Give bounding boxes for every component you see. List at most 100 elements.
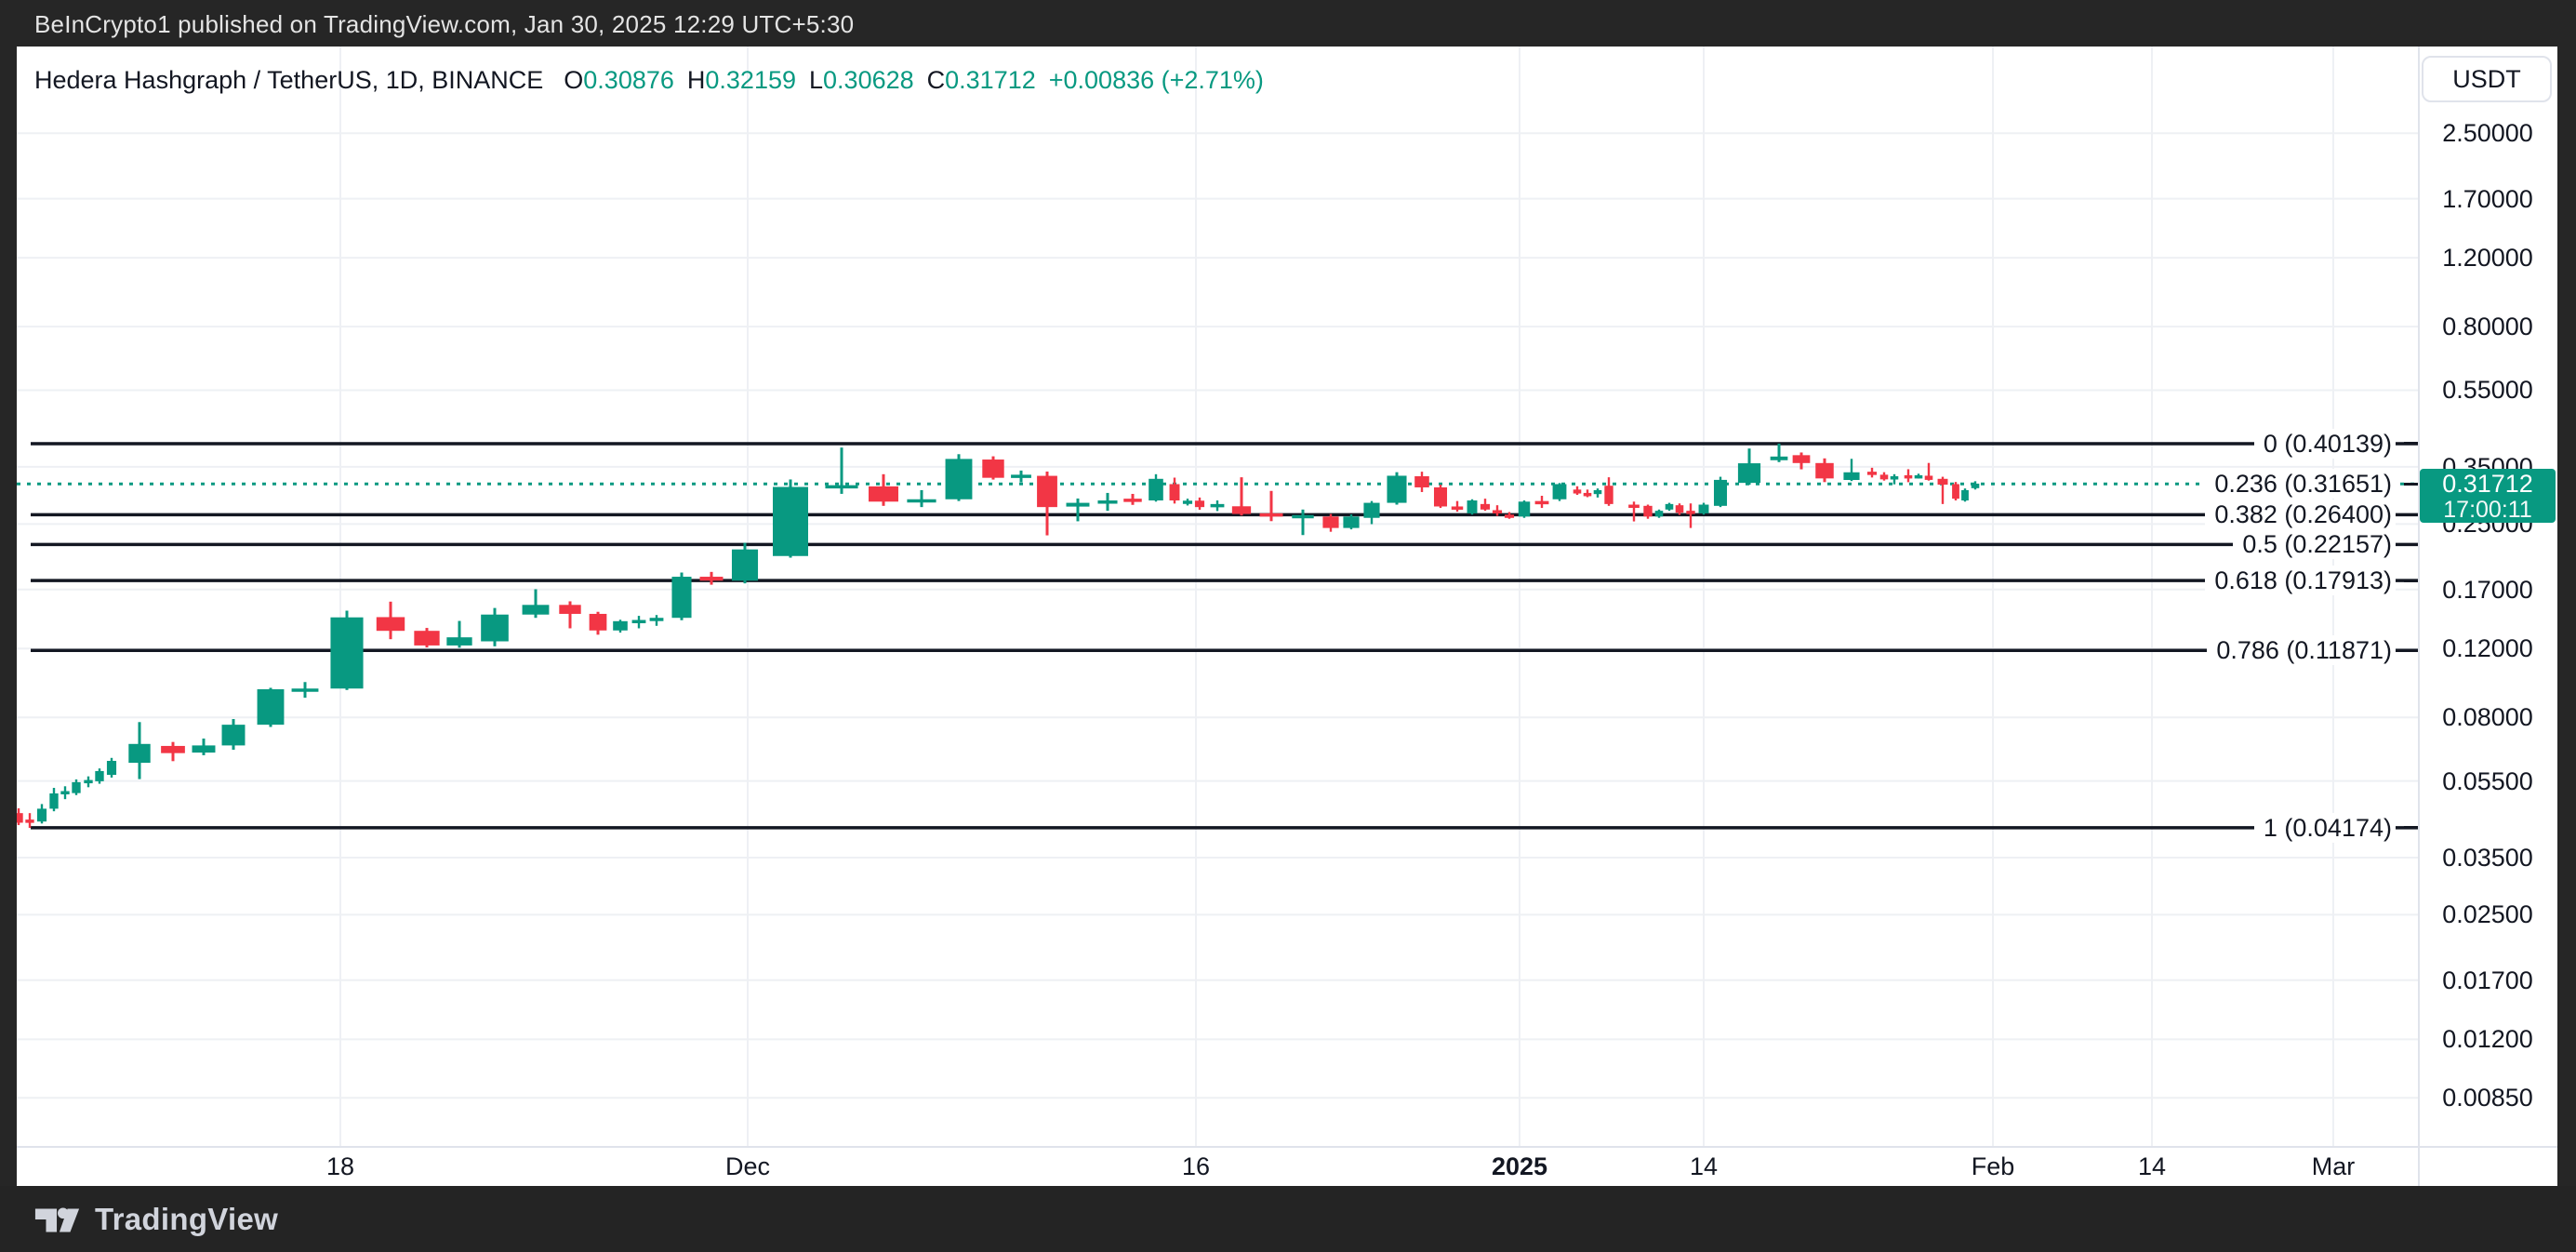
time-axis[interactable]: 18 Dec 16 2025 14 Feb 14 Mar [17,1148,2418,1186]
fib-tick-dash [2404,579,2418,582]
candle-up [291,682,319,699]
candle-down [699,571,724,585]
candle-up [330,610,364,690]
candle-up [1713,476,1728,508]
price-axis[interactable]: 2.50000 1.70000 1.20000 0.80000 0.55000 0.350… [2418,47,2557,1146]
ohlc-close: C0.31712 [926,66,1036,94]
fib-tick-dash [2404,648,2418,652]
current-price-value: 0.31712 [2442,469,2533,498]
candle-down [1492,505,1503,516]
candle-down [1123,493,1142,505]
fib-label-text: 0.618 (0.17913) [2205,566,2396,596]
candle-up [1890,473,1899,485]
candle-up [128,722,151,779]
candle-down [1643,504,1653,519]
candle-down [1259,490,1283,522]
candle-up [95,768,104,784]
price-axis-label: 0.00850 [2442,1084,2533,1112]
candle-down [589,611,607,635]
time-axis-label: Mar [2311,1152,2356,1180]
candle-up [221,719,246,751]
candle-down [1792,452,1811,470]
chart-panel [17,47,2557,1186]
candle-down [1504,512,1515,519]
candle-up [649,615,664,626]
ohlc-high: H0.32159 [686,66,796,94]
candle-up [1770,443,1788,462]
price-axis-label: 1.70000 [2442,184,2533,213]
price-axis-label: 0.01700 [2442,966,2533,994]
candle-up [1182,499,1193,506]
candle-up [825,447,858,494]
candle-down [982,456,1004,480]
candle-down [1414,472,1429,492]
candle-down [1815,458,1834,483]
fib-label-text: 0 (0.40139) [2253,428,2396,459]
candle-down [25,813,34,829]
chart-legend: Hedera Hashgraph / TetherUS, 1D, BINANCE… [34,63,1264,97]
candle-up [613,619,628,633]
price-axis-label: 1.20000 [2442,244,2533,273]
candle-up [106,757,117,778]
tradingview-brand-link[interactable]: TradingView [33,1199,278,1240]
candle-down [1686,503,1695,528]
candle-down [1924,462,1933,481]
candle-up [1011,470,1031,483]
candle-up [1149,473,1163,502]
candle-up [49,788,59,812]
candle-down [1534,496,1549,509]
price-axis-label: 0.17000 [2442,575,2533,604]
candle-down [1904,469,1913,483]
price-axis-label: 0.80000 [2442,313,2533,341]
candle-up [671,572,692,620]
candle-up [1654,509,1664,518]
candle-down [1952,482,1959,501]
fib-label: 0.236 (0.31651) [2205,469,2418,499]
candle-up [1343,514,1360,530]
candle-down [1866,467,1878,478]
candle-down [1169,477,1180,504]
time-axis-label: 14 [1689,1152,1719,1180]
fib-label-text: 0.382 (0.26400) [2205,499,2396,530]
tradingview-logo-icon [34,1207,80,1232]
candle-up [773,479,808,558]
symbol-title: Hedera Hashgraph / TetherUS, 1D, BINANCE [34,66,544,94]
candle-down [1604,477,1613,506]
candle-up [60,786,70,800]
price-axis-label: 0.02500 [2442,900,2533,929]
candle-down [1573,486,1582,496]
fib-label: 0 (0.40139) [2253,428,2418,459]
candle-down [1231,477,1252,516]
candle-up [731,542,759,584]
publication-bar: BeInCrypto1 published on TradingView.com… [0,0,2576,47]
currency-toggle-button[interactable]: USDT [2422,56,2552,102]
fib-label: 0.5 (0.22157) [2233,529,2418,560]
candle-down [1037,471,1057,536]
fib-label-text: 1 (0.04174) [2253,812,2396,843]
candlestick-plot[interactable] [17,47,2418,1146]
bar-countdown: 17:00:11 [2443,496,2532,523]
candle-up [1292,509,1314,536]
change-value: +0.00836 (+2.71%) [1048,66,1264,94]
candle-up [1961,488,1969,502]
fib-tick-dash [2404,826,2418,830]
candle-up [1210,500,1225,512]
fib-tick-dash [2404,513,2418,516]
price-axis-border [2418,47,2420,1186]
candle-up [1066,498,1090,522]
time-axis-label: Feb [1971,1152,2015,1180]
candle-down [1194,497,1205,511]
candle-up [631,616,646,629]
price-axis-label: 0.12000 [2442,634,2533,663]
fib-tick-dash [2404,482,2418,486]
price-axis-label: 0.55000 [2442,376,2533,405]
candle-down [869,473,898,506]
fib-label: 0.382 (0.26400) [2205,499,2418,530]
publication-text: BeInCrypto1 published on TradingView.com… [34,10,855,38]
candle-down [376,601,405,640]
candle-down [1451,500,1464,513]
candle-up [446,620,472,648]
price-axis-label: 0.03500 [2442,844,2533,872]
candle-down [1675,503,1684,515]
